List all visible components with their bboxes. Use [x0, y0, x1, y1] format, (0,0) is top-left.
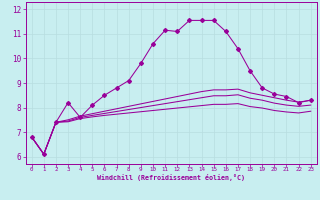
X-axis label: Windchill (Refroidissement éolien,°C): Windchill (Refroidissement éolien,°C) — [97, 174, 245, 181]
